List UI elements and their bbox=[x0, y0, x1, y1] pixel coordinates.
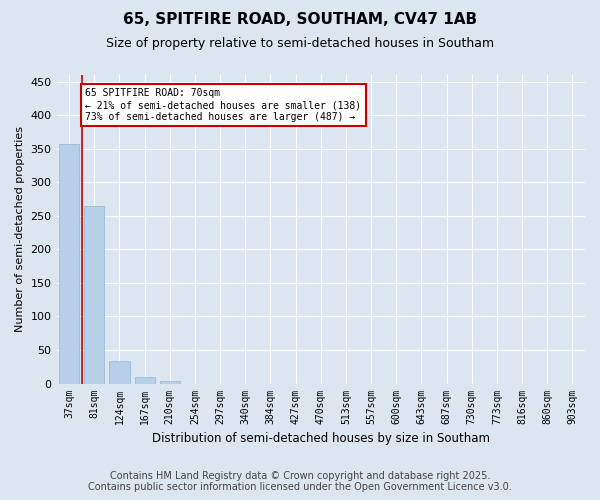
Bar bbox=[134, 377, 155, 384]
Text: Contains HM Land Registry data © Crown copyright and database right 2025.
Contai: Contains HM Land Registry data © Crown c… bbox=[88, 471, 512, 492]
Text: 65, SPITFIRE ROAD, SOUTHAM, CV47 1AB: 65, SPITFIRE ROAD, SOUTHAM, CV47 1AB bbox=[123, 12, 477, 28]
Y-axis label: Number of semi-detached properties: Number of semi-detached properties bbox=[15, 126, 25, 332]
Text: 65 SPITFIRE ROAD: 70sqm
← 21% of semi-detached houses are smaller (138)
73% of s: 65 SPITFIRE ROAD: 70sqm ← 21% of semi-de… bbox=[85, 88, 362, 122]
Bar bbox=[109, 362, 130, 384]
Bar bbox=[59, 144, 79, 384]
Bar bbox=[160, 381, 180, 384]
Bar bbox=[84, 206, 104, 384]
Text: Size of property relative to semi-detached houses in Southam: Size of property relative to semi-detach… bbox=[106, 38, 494, 51]
X-axis label: Distribution of semi-detached houses by size in Southam: Distribution of semi-detached houses by … bbox=[152, 432, 490, 445]
